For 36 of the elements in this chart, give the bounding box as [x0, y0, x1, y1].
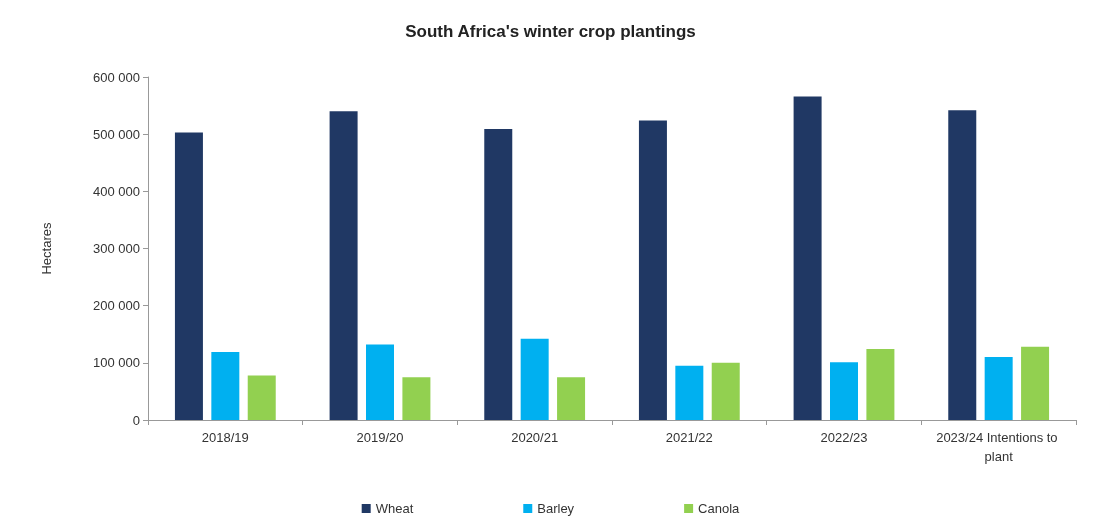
x-tick-label: 2022/23 — [820, 430, 868, 445]
y-axis-title: Hectares — [39, 222, 54, 275]
bar — [211, 351, 240, 420]
x-tick-label: 2018/19 — [201, 430, 249, 445]
bar — [402, 377, 431, 420]
bar — [984, 357, 1013, 420]
x-tick-label: 2020/21 — [511, 430, 559, 445]
bar — [638, 120, 667, 420]
legend-label: Barley — [537, 501, 575, 516]
y-tick-label: 0 — [132, 412, 140, 428]
bar — [675, 365, 704, 420]
x-tick-label: 2021/22 — [665, 430, 713, 445]
bar — [520, 338, 549, 420]
bar — [557, 377, 586, 420]
bar — [711, 362, 740, 420]
bar — [793, 96, 822, 420]
x-tick-label: 2023/24 Intentions to plant — [936, 430, 1062, 464]
bar — [366, 344, 394, 420]
y-tick-label: 600 000 — [93, 69, 140, 85]
bar — [866, 349, 895, 420]
bar — [174, 132, 203, 420]
bar — [484, 129, 513, 420]
chart-title: South Africa's winter crop plantings — [405, 22, 696, 41]
legend-label: Wheat — [375, 501, 414, 516]
bar — [329, 111, 358, 420]
y-tick-label: 300 000 — [93, 241, 140, 256]
x-tick-label: 2019/20 — [356, 430, 404, 445]
y-tick-label: 400 000 — [93, 183, 140, 199]
legend-label: Canola — [698, 501, 741, 516]
bar — [247, 375, 276, 420]
y-tick-label: 500 000 — [93, 126, 140, 142]
bar — [830, 362, 858, 420]
y-tick-label: 200 000 — [93, 298, 140, 314]
bar — [948, 110, 977, 420]
y-tick-label: 100 000 — [93, 355, 140, 371]
bar — [1021, 346, 1050, 420]
